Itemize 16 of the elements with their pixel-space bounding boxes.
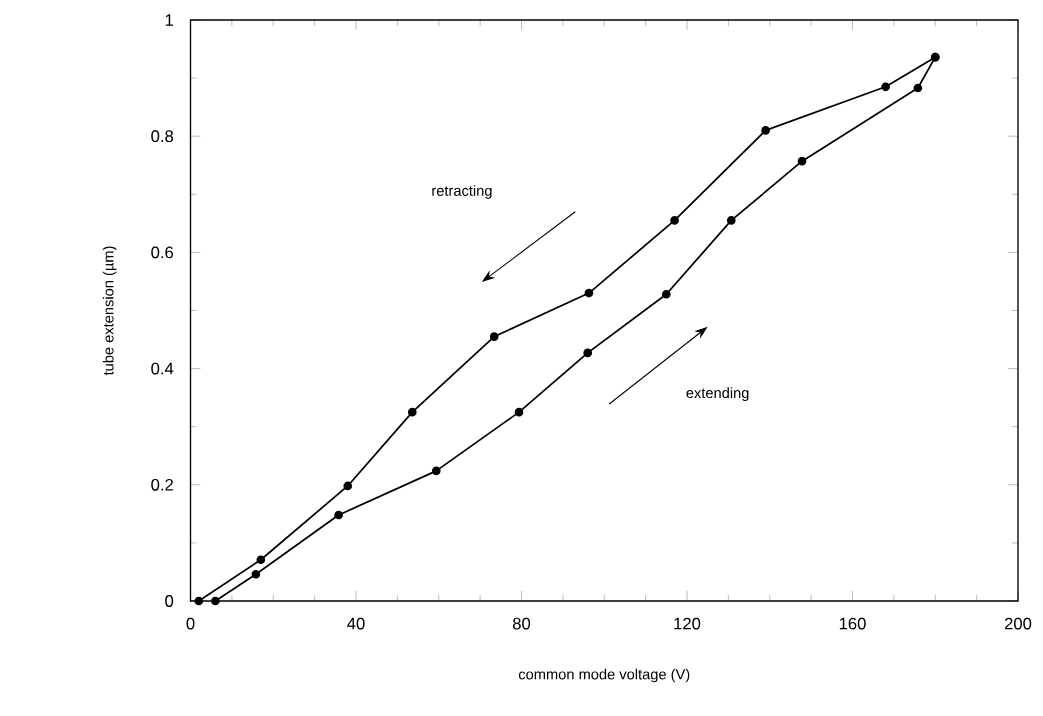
y-axis-title: tube extension (µm) [102, 246, 117, 376]
y-tick-label: 0 [165, 595, 174, 607]
x-tick-label: 160 [839, 617, 866, 630]
x-tick-label: 120 [674, 617, 701, 630]
y-tick-label: 0.2 [151, 478, 173, 491]
y-tick-label: 0.8 [151, 130, 174, 143]
x-axis-title: common mode voltage (V) [518, 668, 690, 683]
x-tick-label: 80 [512, 617, 531, 630]
y-tick-label: 0.6 [151, 246, 174, 259]
x-tick-label: 0 [186, 617, 195, 630]
annotation: extending [686, 387, 749, 401]
y-tick-label: 1 [165, 14, 173, 26]
y-tick-label: 0.4 [151, 362, 174, 375]
x-tick-label: 40 [347, 617, 365, 630]
x-tick-label: 200 [1004, 617, 1032, 630]
annotation: retracting [432, 185, 492, 199]
